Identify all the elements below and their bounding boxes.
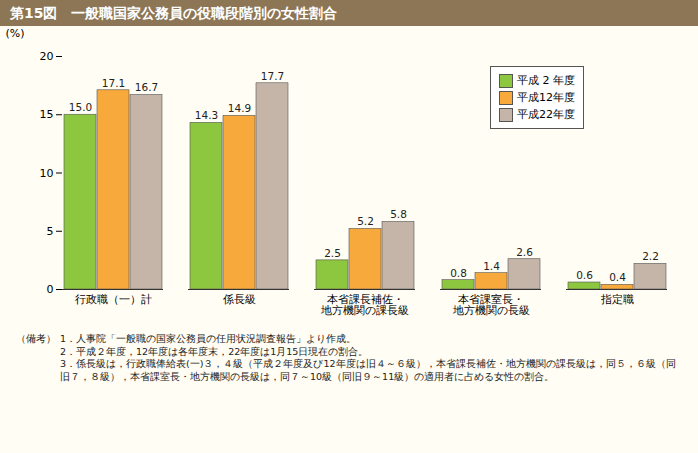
svg-text:行政職（一）計: 行政職（一）計 (75, 293, 152, 306)
svg-text:0.4: 0.4 (609, 271, 626, 283)
svg-text:5: 5 (47, 225, 54, 238)
html-text:1．人事院「一般職の国家公務員の任用状況調査報告」より作成。: 1．人事院「一般職の国家公務員の任用状況調査報告」より作成。 (60, 333, 356, 344)
svg-text:本省課室長・地方機関の長級: 本省課室長・地方機関の長級 (452, 293, 530, 317)
svg-text:15.0: 15.0 (69, 101, 92, 113)
svg-text:15: 15 (40, 108, 54, 121)
svg-text:係長級: 係長級 (223, 293, 256, 306)
svg-text:2.2: 2.2 (642, 250, 659, 262)
svg-text:(%): (%) (6, 27, 25, 40)
html-text:平成12年度: 平成12年度 (517, 91, 575, 104)
svg-text:本省課長補佐・地方機関の課長級: 本省課長補佐・地方機関の課長級 (320, 293, 409, 317)
svg-text:2.6: 2.6 (516, 246, 533, 258)
html-text:（備考）: （備考） (16, 333, 56, 344)
svg-text:20: 20 (40, 50, 54, 63)
svg-text:2.5: 2.5 (324, 247, 341, 259)
html-text:第15図 一般職国家公務員の役職段階別の女性割合: 第15図 一般職国家公務員の役職段階別の女性割合 (10, 5, 338, 21)
svg-text:5.8: 5.8 (390, 208, 407, 220)
svg-text:指定職: 指定職 (600, 293, 634, 306)
svg-text:14.3: 14.3 (195, 109, 218, 121)
svg-text:17.1: 17.1 (102, 77, 125, 89)
html-text:2．平成２年度，12年度は各年度末，22年度は1月15日現在: 2．平成２年度，12年度は各年度末，22年度は1月15日現在の割合。 (60, 345, 369, 357)
svg-text:0.6: 0.6 (576, 269, 593, 281)
html-text:3．係長級は，行政職俸給表(一)３，４級（平成２年度及び12: 3．係長級は，行政職俸給表(一)３，４級（平成２年度及び12年度は旧４～６級），… (60, 358, 676, 382)
svg-text:14.9: 14.9 (228, 102, 251, 114)
svg-text:10: 10 (40, 167, 54, 180)
svg-text:17.7: 17.7 (261, 70, 284, 82)
html-text:平成22年度: 平成22年度 (517, 108, 575, 121)
svg-text:16.7: 16.7 (135, 81, 158, 93)
html-text:平成 2 年度: 平成 2 年度 (517, 74, 575, 87)
svg-text:5.2: 5.2 (357, 215, 374, 227)
svg-text:0.8: 0.8 (450, 267, 467, 279)
svg-text:1.4: 1.4 (483, 260, 500, 272)
svg-text:0: 0 (47, 283, 54, 296)
